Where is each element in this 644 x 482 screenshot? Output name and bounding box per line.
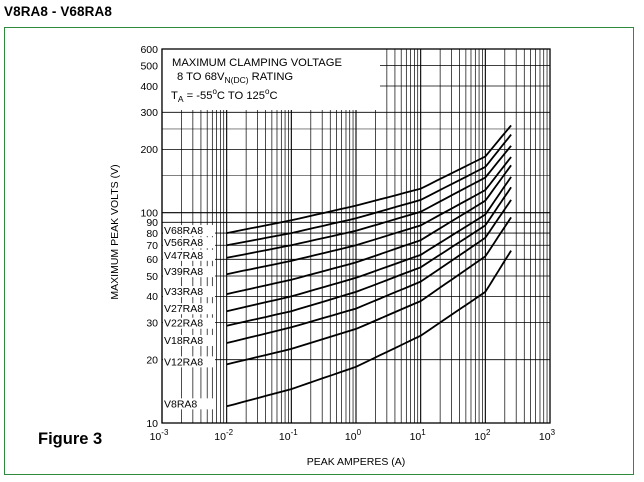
y-tick-label: 200 <box>140 144 158 156</box>
series-label-v22ra8: V22RA8 <box>164 318 203 330</box>
annotation-line-1: MAXIMUM CLAMPING VOLTAGE <box>172 57 342 69</box>
annotation-line-2: 8 TO 68VN(DC) RATING <box>177 71 293 85</box>
series-label-v18ra8: V18RA8 <box>164 335 203 347</box>
y-tick-label: 20 <box>146 354 158 366</box>
series-label-bg <box>163 286 215 298</box>
series-label-v12ra8: V12RA8 <box>164 356 203 368</box>
series-label-v39ra8: V39RA8 <box>164 266 203 278</box>
annotation-line-3: TA = -55oC TO 125oC <box>171 87 278 104</box>
x-tick-label: 103 <box>539 428 556 443</box>
annotation-box: MAXIMUM CLAMPING VOLTAGE 8 TO 68VN(DC) R… <box>162 49 380 110</box>
y-tick-label: 90 <box>146 217 158 229</box>
y-tick-label: 400 <box>140 81 158 93</box>
y-tick-label: 100 <box>140 207 158 219</box>
y-tick-label: 80 <box>146 228 158 240</box>
y-tick-label: 40 <box>146 291 158 303</box>
series-line-v56ra8 <box>226 134 512 247</box>
y-tick-label: 30 <box>146 317 158 329</box>
y-tick-label: 300 <box>140 107 158 119</box>
y-tick-label: 70 <box>146 240 158 252</box>
series-label-v47ra8: V47RA8 <box>164 250 203 262</box>
series-line-v33ra8 <box>226 164 512 295</box>
x-tick-label: 10-1 <box>279 428 298 443</box>
series-label-v27ra8: V27RA8 <box>164 303 203 315</box>
tick-labels: 10203040506070809010020030040050060010-3… <box>140 44 555 443</box>
series-line-v27ra8 <box>226 176 512 313</box>
y-tick-label: 600 <box>140 44 158 56</box>
plot-border <box>161 48 551 424</box>
y-tick-label: 60 <box>146 254 158 266</box>
document-title: V8RA8 - V68RA8 <box>4 4 112 19</box>
figure-label: Figure 3 <box>38 430 103 448</box>
series-label-bg <box>163 225 215 237</box>
x-tick-label: 10-3 <box>150 428 169 443</box>
series-label-v8ra8: V8RA8 <box>164 398 197 410</box>
series-label-bg <box>163 356 215 368</box>
y-axis-label: MAXIMUM PEAK VOLTS (V) <box>109 164 121 299</box>
figure-frame <box>4 27 634 475</box>
x-tick-label: 10-2 <box>214 428 233 443</box>
y-tick-label: 500 <box>140 60 158 72</box>
series-line-v47ra8 <box>226 145 512 259</box>
series-line-v12ra8 <box>226 216 512 366</box>
series-label-v33ra8: V33RA8 <box>164 286 203 298</box>
x-tick-label: 102 <box>474 428 491 443</box>
series-label-v68ra8: V68RA8 <box>164 225 203 237</box>
x-tick-label: 100 <box>345 428 362 443</box>
series-line-v39ra8 <box>226 156 512 276</box>
y-tick-label: 10 <box>146 418 158 430</box>
series-label-bg <box>163 317 215 329</box>
series-label-bg <box>163 303 215 315</box>
series-label-v56ra8: V56RA8 <box>164 237 203 249</box>
x-axis-label: PEAK AMPERES (A) <box>307 456 406 468</box>
series-line-v8ra8 <box>226 250 512 408</box>
series-label-bg <box>163 237 215 249</box>
series-line-v22ra8 <box>226 186 512 327</box>
series-label-bg <box>163 266 215 278</box>
annotation-background <box>162 49 380 110</box>
series-label-bg <box>163 398 215 410</box>
series-line-v18ra8 <box>226 199 512 344</box>
series-label-bg <box>163 249 215 261</box>
series-label-bg <box>163 335 215 347</box>
series-line-v68ra8 <box>226 124 512 234</box>
y-tick-label: 50 <box>146 271 158 283</box>
x-tick-label: 101 <box>410 428 427 443</box>
